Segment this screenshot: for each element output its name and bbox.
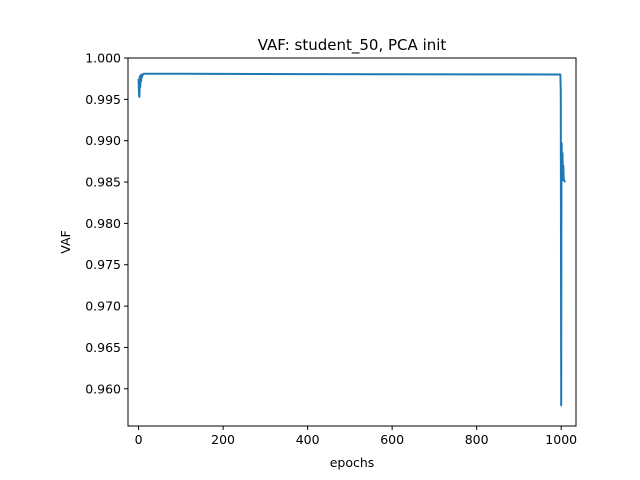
y-tick-label: 0.990: [85, 133, 121, 148]
x-tick-label: 600: [380, 432, 404, 447]
y-tick-label: 0.975: [85, 257, 121, 272]
x-tick-label: 1000: [545, 432, 577, 447]
x-tick-label: 800: [465, 432, 489, 447]
x-tick-label: 200: [211, 432, 235, 447]
y-tick-label: 0.960: [85, 381, 121, 396]
y-tick-label: 0.965: [85, 340, 121, 355]
y-axis: 0.960 0.965 0.970 0.975 0.980 0.985 0.990 0.995…: [85, 51, 128, 396]
y-tick-label: 0.970: [85, 299, 121, 314]
x-tick-label: 0: [135, 432, 143, 447]
x-tick-label: 400: [296, 432, 320, 447]
axes-frame: [127, 57, 577, 427]
y-tick-label: 0.980: [85, 216, 121, 231]
y-axis-label: VAF: [58, 230, 73, 254]
y-tick-label: 0.995: [85, 92, 121, 107]
chart-title: VAF: student_50, PCA init: [258, 36, 447, 55]
plot-area: [137, 72, 567, 407]
y-tick-label: 1.000: [85, 51, 121, 66]
x-axis: 0 200 400 600 800 1000: [135, 426, 577, 447]
x-axis-label: epochs: [330, 455, 375, 470]
series-line-0: [137, 72, 567, 407]
y-tick-label: 0.985: [85, 175, 121, 190]
